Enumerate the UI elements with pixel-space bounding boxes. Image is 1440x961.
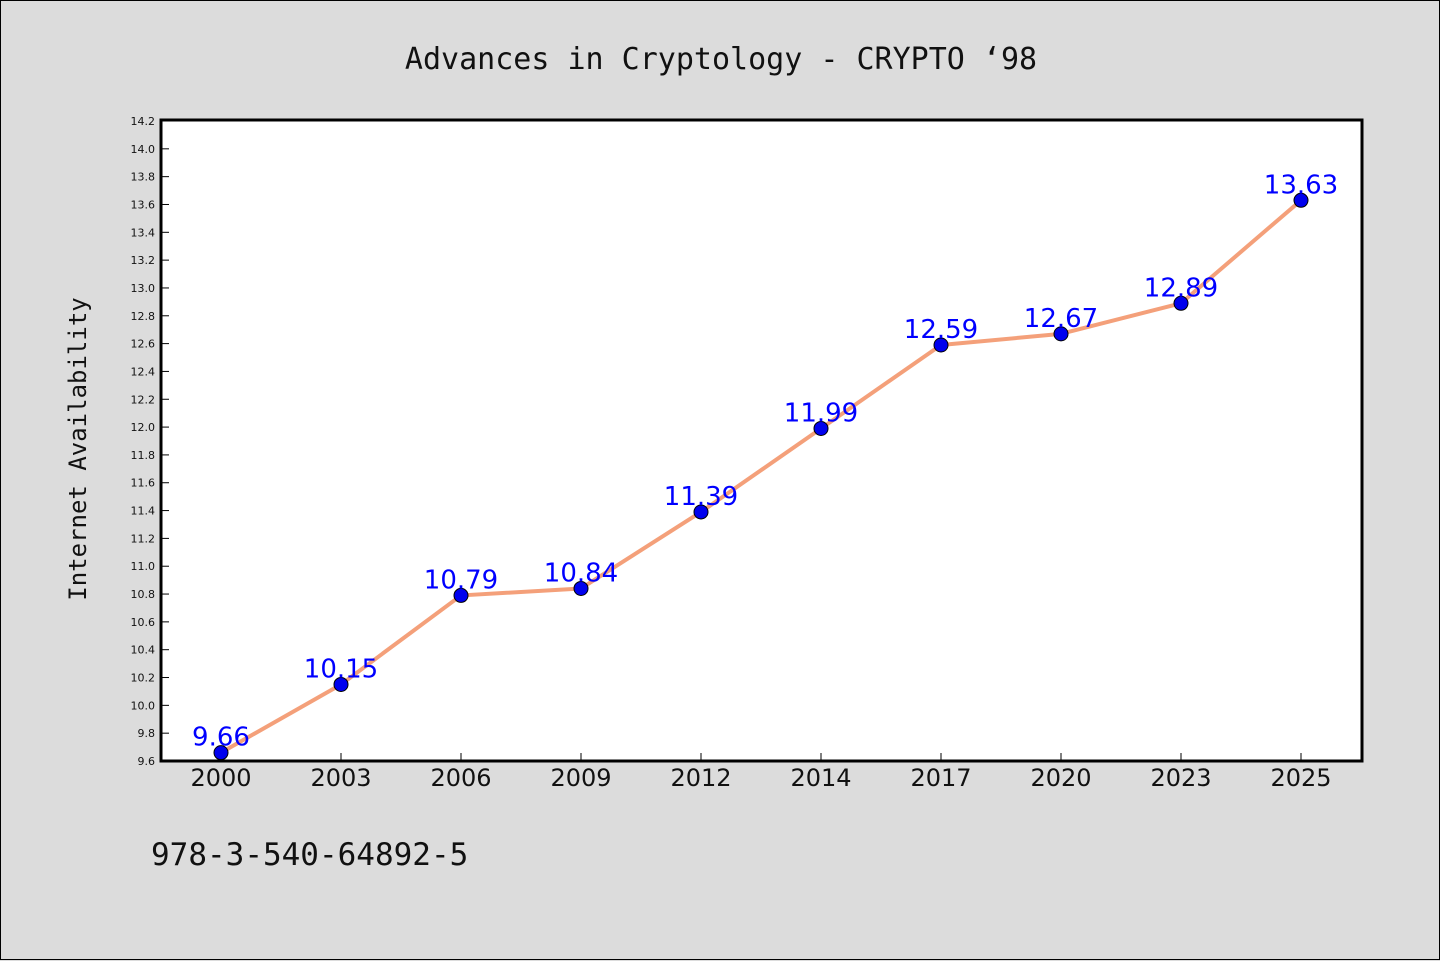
y-tick-label: 10.8 <box>131 588 156 601</box>
data-label: 12.89 <box>1144 273 1218 303</box>
x-tick-label: 2009 <box>550 764 611 792</box>
x-tick-label: 2014 <box>790 764 851 792</box>
y-tick-label: 11.2 <box>131 532 156 545</box>
data-point <box>333 676 349 692</box>
x-tick-label: 2000 <box>190 764 251 792</box>
y-tick-label: 14.0 <box>131 143 156 156</box>
data-label: 12.67 <box>1024 304 1098 334</box>
data-label: 10.15 <box>304 654 378 684</box>
data-point <box>693 504 709 520</box>
x-axis: 2000 2003 2006 2009 2012 2014 2017 2020 2023 2025 <box>190 753 1332 792</box>
x-tick-label: 2003 <box>310 764 371 792</box>
data-label: 11.39 <box>664 482 738 512</box>
isbn-text: 978-3-540-64892-5 <box>151 837 468 873</box>
y-tick-label: 12.8 <box>131 310 156 323</box>
y-tick-label: 10.4 <box>131 644 156 657</box>
y-tick-label: 11.0 <box>131 560 156 573</box>
data-point <box>213 745 229 761</box>
data-point <box>453 587 469 603</box>
data-label: 12.59 <box>904 315 978 345</box>
data-point <box>1053 326 1069 342</box>
x-tick-label: 2023 <box>1150 764 1211 792</box>
series-line <box>220 198 1303 755</box>
series-layer: 9.66 10.15 10.79 10.84 11.39 11.99 12.59 12.67 1… <box>192 170 1338 761</box>
y-tick-label: 9.8 <box>138 727 156 740</box>
plot-area <box>159 118 1364 763</box>
y-tick-label: 11.6 <box>131 477 156 490</box>
data-label: 9.66 <box>192 723 250 753</box>
data-point <box>573 580 589 596</box>
data-point <box>813 420 829 436</box>
y-tick-label: 13.8 <box>131 171 156 184</box>
y-axis: 9.6 9.8 10.0 10.2 10.4 10.6 10.8 11.0 11.2 11.4 11… <box>131 115 169 768</box>
y-tick-label: 13.6 <box>131 198 156 211</box>
x-tick-label: 2025 <box>1270 764 1331 792</box>
y-tick-label: 14.2 <box>131 115 156 128</box>
y-tick-label: 10.2 <box>131 672 156 685</box>
y-tick-label: 10.6 <box>131 616 156 629</box>
y-tick-label: 13.0 <box>131 282 156 295</box>
data-label: 10.79 <box>424 565 498 595</box>
y-tick-label: 13.2 <box>131 254 156 267</box>
data-point <box>933 337 949 353</box>
data-label: 13.63 <box>1264 170 1338 200</box>
y-tick-label: 9.6 <box>138 755 156 768</box>
y-axis-label: Internet Availability <box>64 297 92 600</box>
y-tick-label: 12.0 <box>131 421 156 434</box>
y-tick-label: 11.4 <box>131 505 156 518</box>
y-tick-label: 11.8 <box>131 449 156 462</box>
x-tick-label: 2017 <box>910 764 971 792</box>
y-tick-label: 10.0 <box>131 699 156 712</box>
chart-title: Advances in Cryptology - CRYPTO ‘98 <box>405 42 1037 77</box>
y-tick-label: 12.6 <box>131 338 156 351</box>
x-tick-label: 2006 <box>430 764 491 792</box>
data-label: 10.84 <box>544 558 618 588</box>
x-tick-label: 2020 <box>1030 764 1091 792</box>
data-point <box>1293 192 1309 208</box>
y-tick-label: 12.2 <box>131 393 156 406</box>
x-tick-label: 2012 <box>670 764 731 792</box>
y-tick-label: 12.4 <box>131 365 156 378</box>
y-tick-label: 13.4 <box>131 226 156 239</box>
data-point <box>1173 295 1189 311</box>
data-label: 11.99 <box>784 398 858 428</box>
